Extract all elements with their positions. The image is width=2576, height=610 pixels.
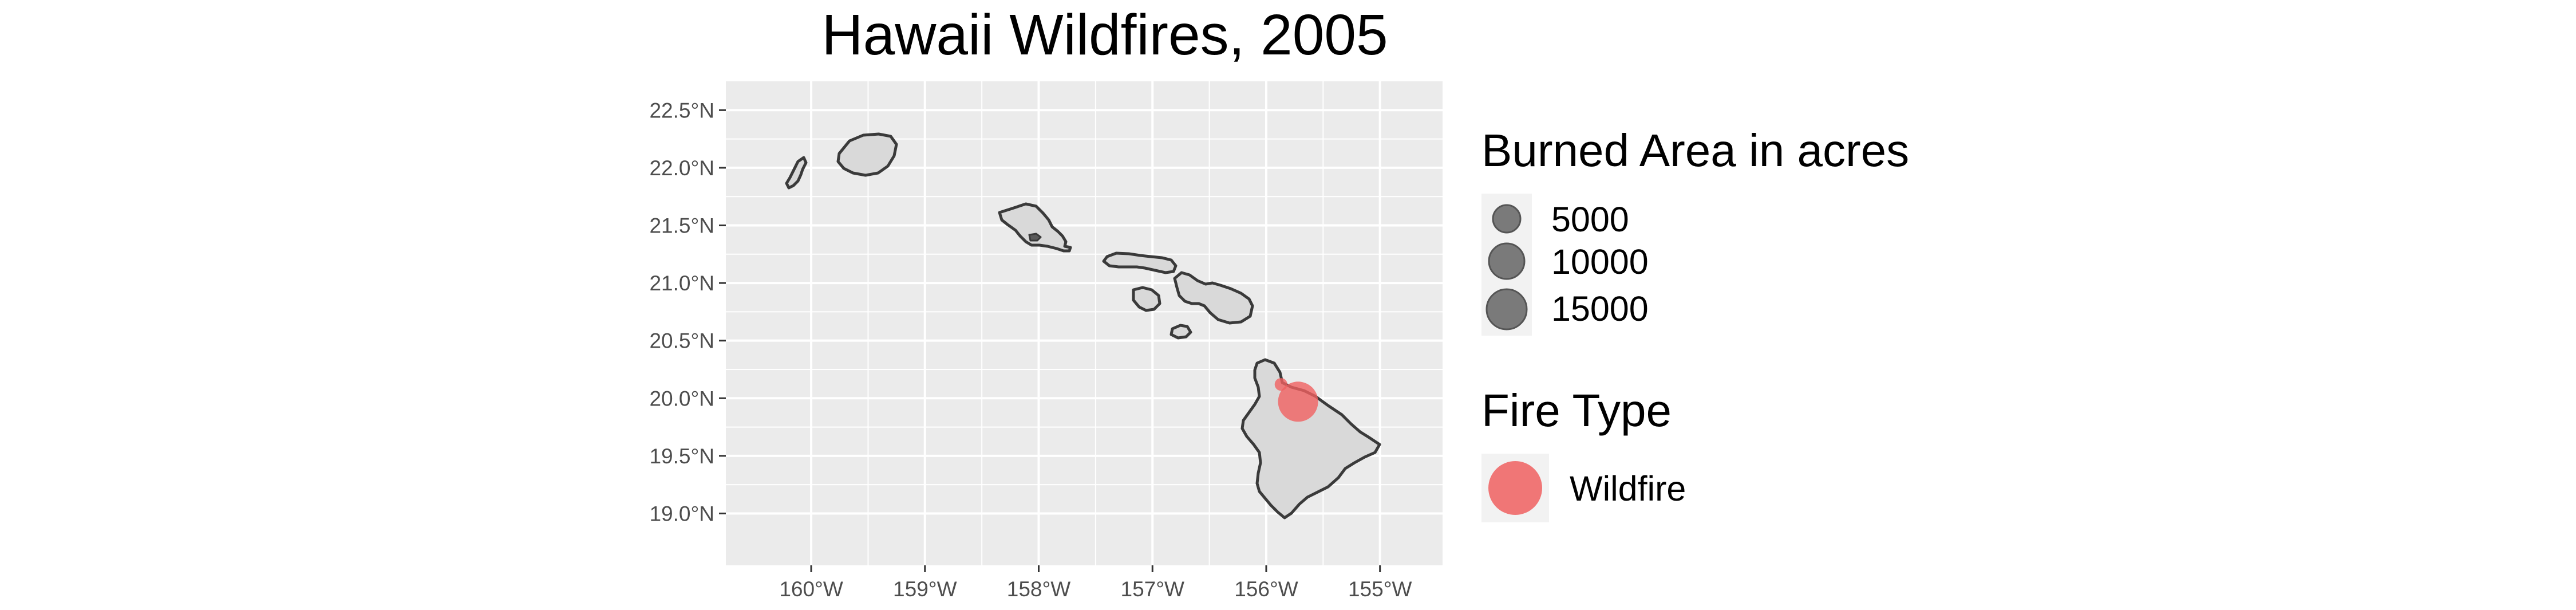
kauai-island (836, 132, 898, 177)
y-tick-label: 19.0°N (649, 502, 714, 525)
y-tick-label: 19.5°N (649, 444, 714, 468)
map-title: Hawaii Wildfires, 2005 (821, 3, 1388, 67)
x-tick-label: 157°W (1121, 577, 1185, 601)
y-tick-label: 20.5°N (649, 329, 714, 353)
y-tick-label: 21.5°N (649, 214, 714, 237)
oahu-pearl-harbor (1028, 233, 1042, 242)
fire-type-key-wildfire (1488, 461, 1542, 515)
fire-points (1274, 378, 1318, 422)
y-tick-label: 21.0°N (649, 271, 714, 295)
y-tick-label: 22.0°N (649, 156, 714, 180)
islands (785, 132, 1381, 520)
graticule (726, 81, 1443, 565)
x-tick-label: 158°W (1007, 577, 1071, 601)
fire-type-label-wildfire: Wildfire (1570, 469, 1686, 508)
lanai-island (1132, 286, 1161, 312)
size-legend: Burned Area in acres 5000 10000 15000 (1481, 125, 1909, 336)
y-tick-label: 20.0°N (649, 387, 714, 410)
oahu-island (998, 202, 1072, 253)
size-key-10000 (1488, 242, 1526, 280)
x-tick-label: 156°W (1234, 577, 1298, 601)
niihau-island (785, 156, 808, 190)
plot-panel (726, 81, 1443, 565)
y-tick-label: 22.5°N (649, 99, 714, 122)
size-key-label-5000: 5000 (1551, 200, 1629, 239)
size-key-5000 (1492, 204, 1522, 234)
size-key-15000 (1485, 288, 1528, 330)
kahoolawe-island (1170, 324, 1192, 340)
fire-type-legend-title: Fire Type (1481, 385, 1672, 436)
size-key-label-15000: 15000 (1551, 289, 1649, 328)
fire-type-legend: Fire Type Wildfire (1481, 385, 1686, 522)
x-tick-label: 160°W (779, 577, 843, 601)
x-tick-label: 159°W (893, 577, 957, 601)
size-key-label-10000: 10000 (1551, 242, 1649, 281)
fire-point (1274, 378, 1287, 391)
size-legend-title: Burned Area in acres (1481, 125, 1909, 176)
x-tick-label: 155°W (1348, 577, 1412, 601)
fire-point (1278, 381, 1318, 422)
axes: 160°W 159°W 158°W 157°W 156°W 155°W 22.5°N 22.0… (649, 99, 1412, 601)
maui-island (1173, 271, 1254, 325)
molokai-island (1102, 251, 1178, 274)
